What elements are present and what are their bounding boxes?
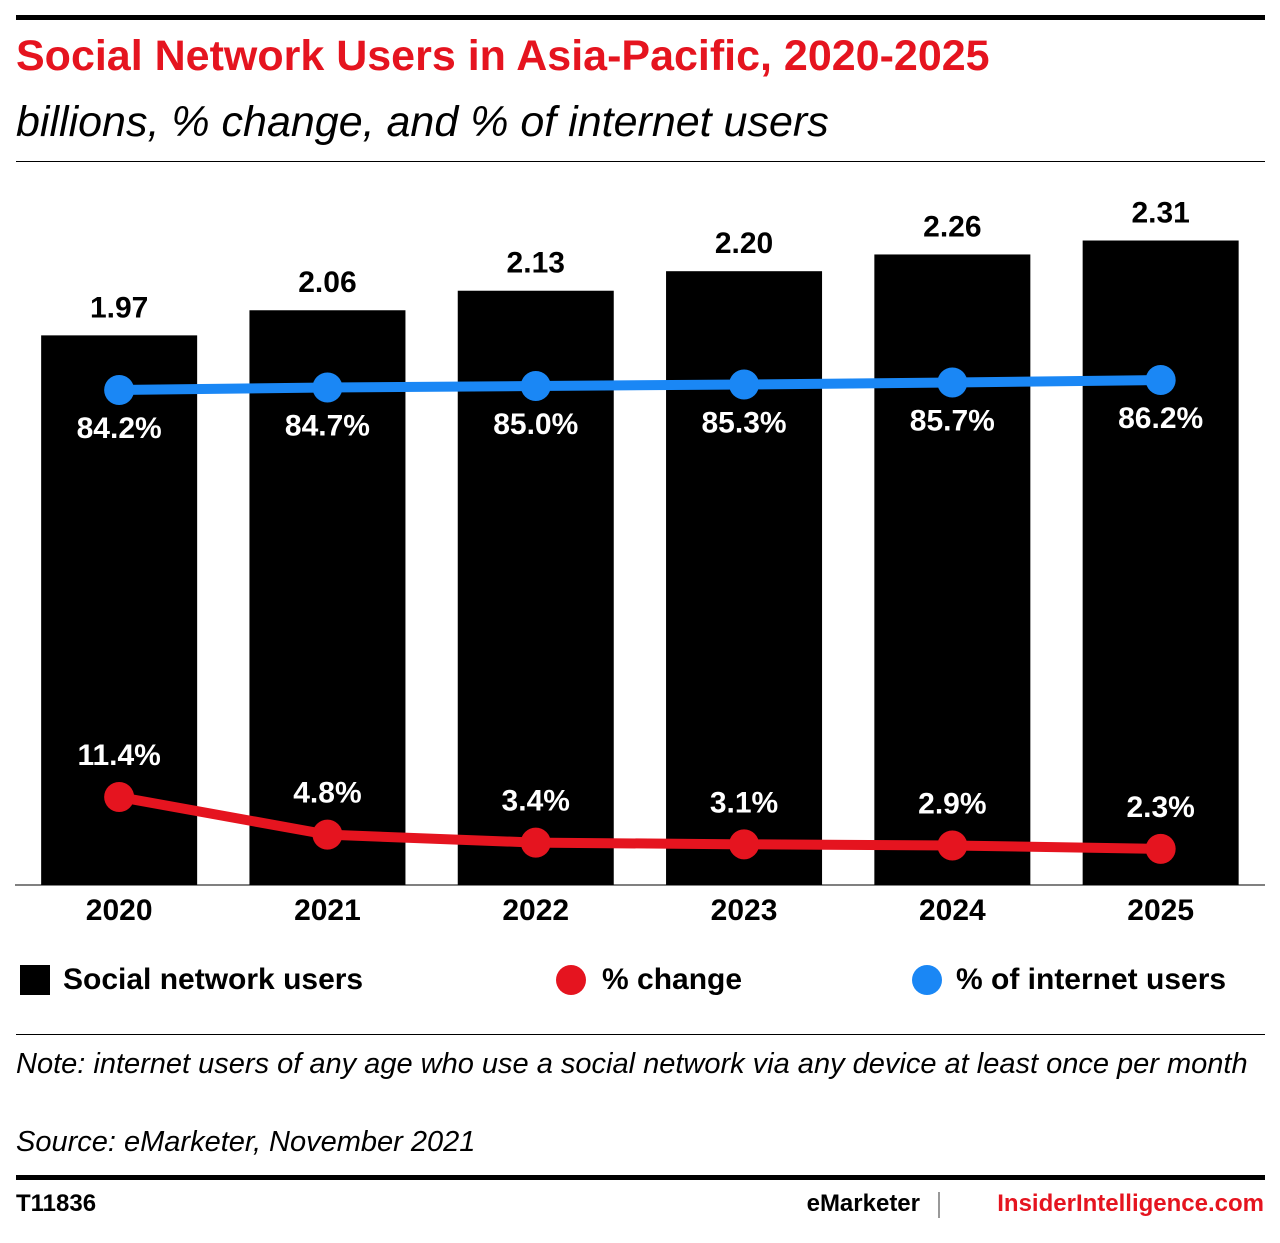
data-label: 85.7% [910, 404, 995, 437]
data-label: 3.4% [502, 785, 570, 818]
point [1145, 833, 1176, 864]
site: InsiderIntelligence.com [997, 1190, 1264, 1217]
data-label: 2.26 [923, 210, 981, 243]
data-label: 86.2% [1118, 402, 1203, 435]
x-tick-label: 2020 [86, 894, 153, 927]
point [104, 782, 135, 813]
data-label: 84.2% [77, 412, 162, 445]
point [1145, 365, 1176, 395]
point [520, 371, 551, 401]
legend-swatch [556, 965, 586, 995]
line [118, 792, 1161, 854]
data-label: 2.31 [1131, 196, 1189, 229]
bar [249, 310, 406, 885]
legend-label: Social network users [63, 963, 363, 996]
point [729, 829, 760, 860]
chart-title: Social Network Users in Asia-Pacific, 20… [16, 32, 990, 80]
data-label: 1.97 [90, 291, 148, 324]
point [937, 830, 968, 861]
bar [1082, 240, 1239, 885]
data-label: 2.20 [715, 227, 773, 260]
point [312, 372, 343, 403]
separator [938, 1192, 940, 1218]
x-tick-label: 2023 [711, 894, 778, 927]
data-label: 3.1% [710, 786, 778, 819]
legend-label: % of internet users [956, 963, 1226, 996]
bar [874, 254, 1031, 885]
brand: eMarketer [806, 1190, 920, 1217]
note: Note: internet users of any age who use … [16, 1048, 1248, 1080]
data-label: 2.3% [1126, 791, 1194, 824]
x-tick-label: 2021 [294, 894, 361, 927]
data-label: 2.06 [298, 266, 356, 299]
rule [16, 1034, 1265, 1035]
data-label: 85.3% [702, 406, 787, 439]
chart-id: T11836 [16, 1190, 97, 1217]
point [937, 367, 968, 398]
line [119, 375, 1161, 395]
data-label: 4.8% [293, 777, 361, 810]
chart: 1.97 2.06 2.13 2.20 2.26 2.31 11.4% 4.8% 3.4% 3.1… [15, 196, 1265, 996]
point [104, 375, 135, 405]
legend-label: % change [602, 963, 742, 996]
bottom-rule [16, 1175, 1265, 1180]
source: Source: eMarketer, November 2021 [16, 1126, 476, 1158]
data-label: 11.4% [77, 739, 160, 772]
top-rule [16, 15, 1265, 20]
chart-subtitle: billions, % change, and % of internet us… [16, 98, 829, 146]
data-label: 2.13 [507, 247, 565, 280]
data-label: 84.7% [285, 409, 370, 442]
point [520, 827, 551, 858]
legend-swatch [912, 965, 942, 995]
x-tick-label: 2025 [1127, 894, 1194, 927]
x-tick-label: 2024 [919, 894, 986, 927]
legend-swatch [20, 965, 50, 995]
x-tick-label: 2022 [502, 894, 569, 927]
rule [16, 161, 1265, 162]
point [312, 819, 343, 850]
point [729, 369, 760, 400]
data-label: 2.9% [918, 787, 986, 820]
data-label: 85.0% [493, 408, 578, 441]
